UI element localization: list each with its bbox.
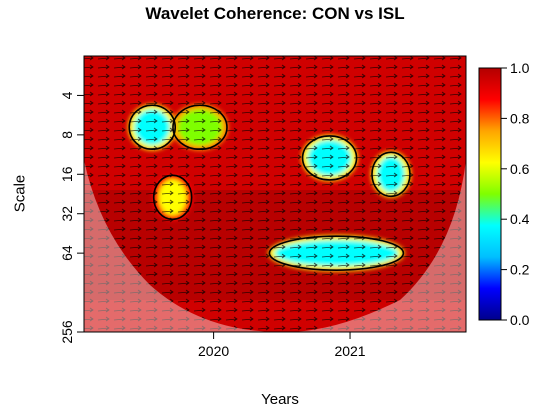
cone-of-influence xyxy=(84,160,466,332)
colorbar-tick-label: 0.2 xyxy=(510,262,530,278)
colorbar-gradient xyxy=(478,67,502,321)
x-tick-label: 2021 xyxy=(334,343,365,359)
x-axis-label: Years xyxy=(261,391,299,408)
colorbar: 0.0 0.2 0.4 0.6 0.8 1.0 xyxy=(478,60,530,328)
y-tick-label: 16 xyxy=(59,166,75,182)
colorbar-tick-label: 1.0 xyxy=(510,60,530,76)
y-tick-label: 64 xyxy=(59,245,75,261)
chart-title: Wavelet Coherence: CON vs ISL xyxy=(145,4,405,23)
plot-area xyxy=(84,56,466,332)
phase-arrows xyxy=(84,56,466,332)
colorbar-tick-label: 0.8 xyxy=(510,110,530,126)
y-tick-label: 256 xyxy=(59,320,75,344)
y-tick-label: 8 xyxy=(59,131,75,139)
colorbar-tick-label: 0.0 xyxy=(510,312,530,328)
colorbar-tick-label: 0.4 xyxy=(510,211,530,227)
y-tick-label: 32 xyxy=(59,206,75,222)
plot-frame xyxy=(83,55,467,333)
x-tick-label: 2020 xyxy=(198,343,229,359)
y-tick-label: 4 xyxy=(59,91,75,99)
colorbar-tick-label: 0.6 xyxy=(510,161,530,177)
